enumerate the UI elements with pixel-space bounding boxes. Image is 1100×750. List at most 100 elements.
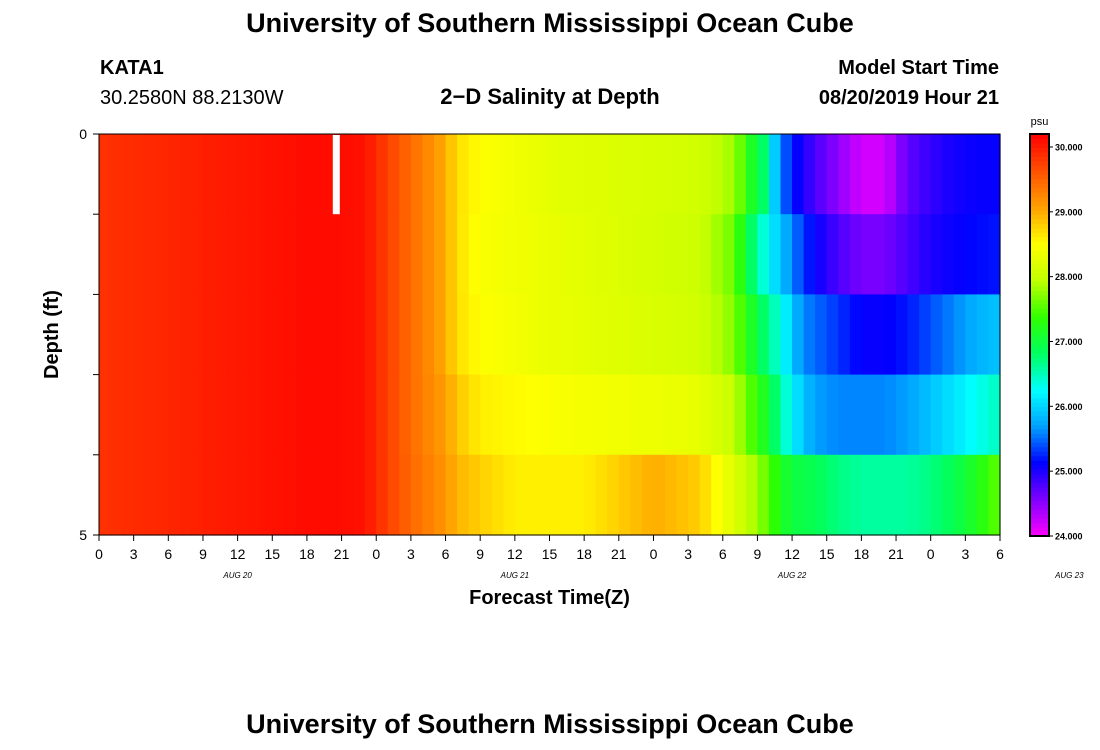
heatmap-cell (156, 214, 169, 295)
heatmap-cell (491, 374, 504, 456)
heatmap-cell (884, 374, 897, 456)
colorbar-segment (1030, 406, 1049, 412)
colorbar-tick-label: 25.000 (1055, 467, 1083, 477)
heatmap-cell (953, 294, 966, 376)
heatmap-cell (826, 374, 839, 456)
heatmap-cell (537, 374, 551, 456)
heatmap-cell (214, 374, 227, 456)
heatmap-cell (722, 294, 735, 376)
heatmap-cell (768, 374, 782, 456)
heatmap-cell (976, 454, 990, 536)
heatmap-cell (457, 454, 470, 536)
heatmap-cell (688, 294, 701, 376)
x-tick-label: 3 (130, 546, 138, 562)
heatmap-cell (537, 214, 551, 295)
heatmap-cell (537, 294, 551, 376)
heatmap-cell (722, 134, 735, 215)
heatmap-cell (353, 374, 366, 456)
heatmap-cell (133, 454, 146, 536)
heatmap-cell (699, 294, 712, 376)
heatmap-cell (295, 454, 308, 536)
heatmap-cell (179, 454, 193, 536)
heatmap-cell (491, 214, 504, 295)
heatmap-cell (803, 294, 816, 376)
heatmap-cell (514, 454, 527, 536)
colorbar-segment (1030, 178, 1049, 184)
heatmap-cell (99, 294, 112, 376)
heatmap-cell (953, 214, 966, 295)
x-tick-label: 15 (542, 546, 558, 562)
colorbar-segment (1030, 281, 1049, 287)
heatmap-cell (260, 214, 273, 295)
heatmap-cell (283, 294, 296, 376)
heatmap-cell (272, 454, 285, 536)
colorbar-segment (1030, 477, 1049, 483)
colorbar-segment (1030, 174, 1049, 180)
heatmap-cell (584, 374, 597, 456)
heatmap-cell (503, 134, 516, 215)
colorbar-tick-label: 26.000 (1055, 402, 1083, 412)
heatmap-cell (630, 374, 643, 456)
heatmap-cell (907, 374, 920, 456)
y-axis: 05 (79, 126, 99, 543)
heatmap-cell (376, 294, 389, 376)
heatmap-cell (699, 214, 712, 295)
heatmap-cell (249, 294, 262, 376)
colorbar-segment (1030, 527, 1049, 533)
colorbar-segment (1030, 348, 1049, 354)
x-tick-label: 15 (264, 546, 280, 562)
colorbar-segment (1030, 393, 1049, 399)
heatmap-cell (630, 134, 643, 215)
heatmap-cell (133, 294, 146, 376)
heatmap-cell (907, 294, 920, 376)
heatmap-cell (399, 374, 412, 456)
heatmap-cell (179, 374, 193, 456)
heatmap-cell (410, 294, 424, 376)
heatmap-cell (826, 134, 839, 215)
heatmap-cell (618, 374, 631, 456)
heatmap-cell (826, 294, 839, 376)
heatmap-cell (191, 214, 204, 295)
heatmap-cell (561, 374, 574, 456)
heatmap-cell (722, 214, 735, 295)
heatmap-cell (838, 294, 851, 376)
heatmap-cell (364, 214, 377, 295)
heatmap-cell (226, 294, 239, 376)
heatmap-cell (226, 454, 239, 536)
heatmap-cell (803, 374, 816, 456)
heatmap-cell (896, 374, 909, 456)
heatmap-cell (768, 134, 782, 215)
colorbar-segment (1030, 294, 1049, 300)
heatmap-cell (260, 294, 273, 376)
heatmap-cell (884, 294, 897, 376)
heatmap-cell (491, 294, 504, 376)
heatmap-cell (630, 294, 643, 376)
heatmap-cell (896, 294, 909, 376)
heatmap-cell (734, 134, 747, 215)
heatmap-cell (872, 134, 886, 215)
colorbar-segment (1030, 236, 1049, 242)
page-footer-title: University of Southern Mississippi Ocean… (246, 709, 854, 739)
heatmap-cell (480, 214, 493, 295)
heatmap-cell (191, 134, 204, 215)
x-tick-label: 18 (299, 546, 315, 562)
heatmap-cell (595, 214, 608, 295)
heatmap-cell (919, 294, 932, 376)
colorbar-segment (1030, 317, 1049, 323)
heatmap-cell (179, 214, 193, 295)
heatmap-cell (815, 214, 828, 295)
heatmap-cell (122, 454, 135, 536)
colorbar-segment (1030, 518, 1049, 524)
heatmap-cell (584, 214, 597, 295)
heatmap-cell (861, 214, 874, 295)
x-tick-label: 0 (95, 546, 103, 562)
heatmap-cell (665, 134, 678, 215)
colorbar-segment (1030, 308, 1049, 314)
heatmap-cell (249, 374, 262, 456)
heatmap-cell (156, 374, 169, 456)
heatmap-cell (306, 134, 320, 215)
heatmap-cell (653, 454, 666, 536)
heatmap-cell (988, 294, 1001, 376)
colorbar-segment (1030, 424, 1049, 430)
heatmap-cell (722, 374, 735, 456)
